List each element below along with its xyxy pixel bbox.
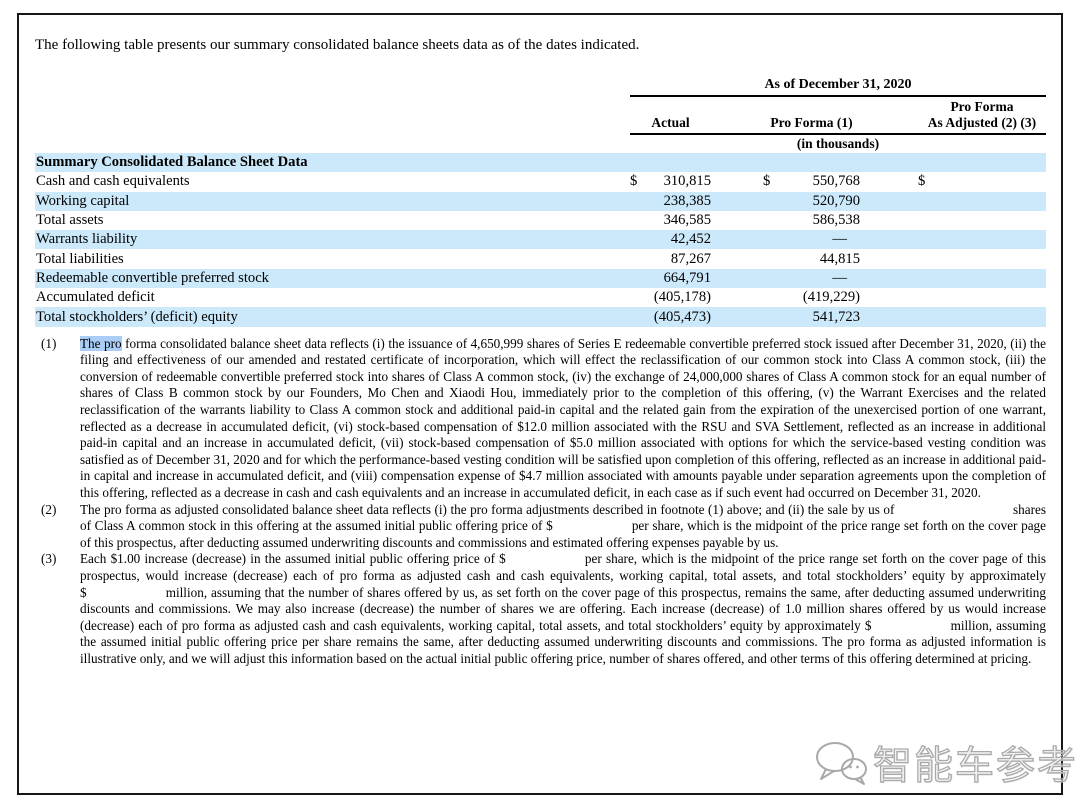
footnote-text: The pro forma as adjusted consolidated b…: [80, 501, 1046, 550]
footnote-3: (3) Each $1.00 increase (decrease) in th…: [35, 551, 1046, 667]
actual-value: 87,267: [670, 250, 711, 267]
actual-value: 310,815: [663, 173, 711, 190]
row-label: Total assets: [36, 212, 104, 229]
row-label: Redeemable convertible preferred stock: [36, 269, 269, 286]
balance-sheet-table: Summary Consolidated Balance Sheet Data …: [35, 153, 1046, 327]
table-row: Accumulated deficit (405,178) (419,229): [35, 288, 1046, 307]
table-row: Total assets 346,585 586,538: [35, 211, 1046, 230]
table-row: Total stockholders’ (deficit) equity (40…: [35, 307, 1046, 327]
col-header-adjusted: Pro Forma As Adjusted (2) (3): [927, 99, 1037, 130]
row-label: Total liabilities: [36, 250, 124, 267]
row-label: Accumulated deficit: [36, 289, 155, 306]
row-label: Working capital: [36, 192, 130, 209]
dollar-sign: $: [763, 173, 771, 190]
col-header-pro-forma: Pro Forma (1): [770, 115, 853, 130]
actual-value: 42,452: [670, 231, 711, 248]
actual-value: (405,178): [653, 289, 711, 306]
footnotes: (1) The pro forma consolidated balance s…: [35, 335, 1046, 668]
table-row: Total liabilities 87,267 44,815: [35, 249, 1046, 268]
footnote-marker: (1): [41, 335, 57, 351]
table-row: Warrants liability 42,452 —: [35, 230, 1046, 250]
dollar-sign: $: [630, 173, 638, 190]
span-header-date: As of December 31, 2020: [630, 76, 1046, 97]
footnote-text: The pro forma consolidated balance sheet…: [80, 335, 1046, 501]
actual-value: 346,585: [663, 212, 711, 229]
selection-highlight: The pro: [80, 335, 122, 351]
pro-forma-value: 586,538: [812, 212, 860, 229]
dollar-sign: $: [918, 173, 926, 190]
row-label: Summary Consolidated Balance Sheet Data: [36, 154, 308, 171]
document-page: The following table presents our summary…: [17, 13, 1063, 795]
footnote-1: (1) The pro forma consolidated balance s…: [35, 335, 1046, 502]
table-row: Redeemable convertible preferred stock 6…: [35, 268, 1046, 289]
intro-paragraph: The following table presents our summary…: [35, 37, 640, 53]
pro-forma-value: 550,768: [812, 173, 860, 190]
actual-value: 664,791: [663, 269, 711, 286]
table-row: Working capital 238,385 520,790: [35, 191, 1046, 211]
pro-forma-value: 520,790: [812, 192, 860, 209]
table-row: Summary Consolidated Balance Sheet Data: [35, 153, 1046, 173]
footnote-2: (2) The pro forma as adjusted consolidat…: [35, 502, 1046, 552]
pro-forma-value: 541,723: [812, 308, 860, 325]
row-label: Cash and cash equivalents: [36, 173, 190, 190]
table-header: As of December 31, 2020 Actual Pro Forma…: [35, 76, 1046, 152]
actual-value: 238,385: [663, 192, 711, 209]
pro-forma-value: 44,815: [819, 250, 860, 267]
row-label: Warrants liability: [36, 231, 138, 248]
actual-value: (405,473): [653, 308, 711, 325]
row-label: Total stockholders’ (deficit) equity: [36, 308, 238, 325]
pro-forma-value: —: [832, 269, 847, 286]
footnote-marker: (2): [41, 501, 57, 517]
footnote-text: Each $1.00 increase (decrease) in the as…: [80, 551, 1046, 666]
pro-forma-value: (419,229): [802, 289, 860, 306]
footnote-marker: (3): [41, 551, 57, 567]
col-header-actual: Actual: [651, 115, 690, 130]
pro-forma-value: —: [832, 231, 847, 248]
table-row: Cash and cash equivalents $310,815 $550,…: [35, 172, 1046, 191]
units-note: (in thousands): [796, 136, 880, 151]
column-headers: Actual Pro Forma (1) Pro Forma As Adjust…: [630, 99, 1046, 135]
